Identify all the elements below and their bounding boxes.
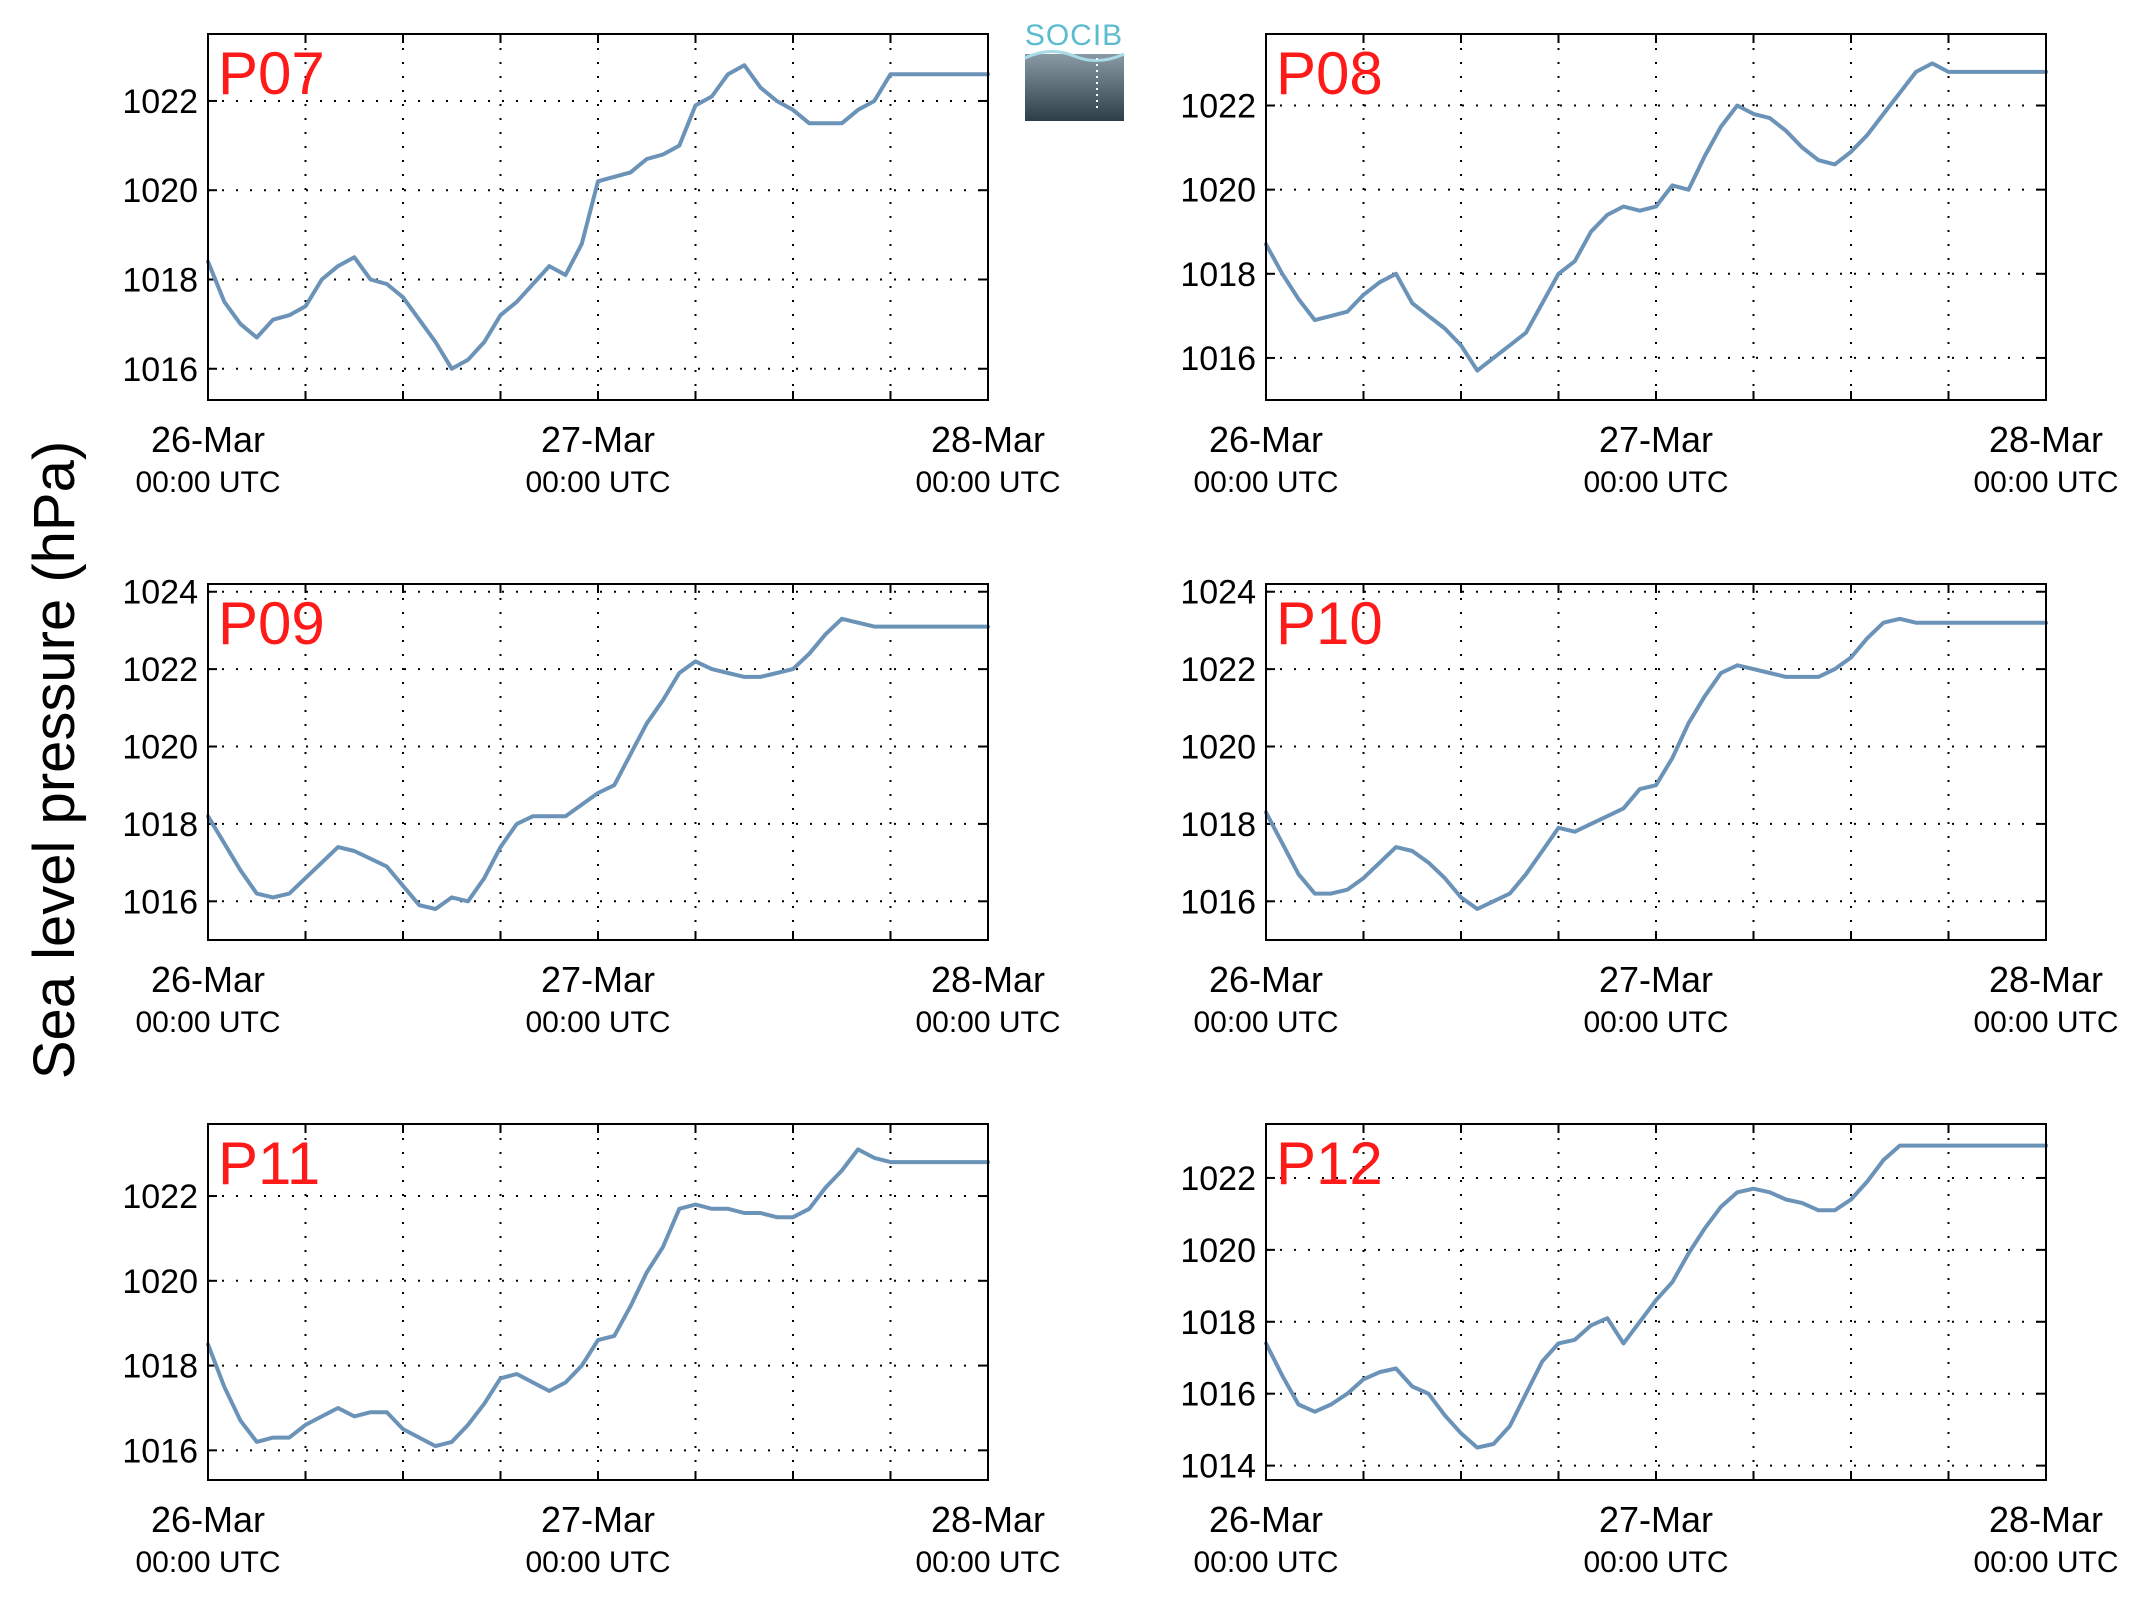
y-tick-label: 1020 [1180,1232,1256,1270]
x-tick-time-label: 00:00 UTC [1583,466,1728,499]
y-tick-label: 1018 [122,261,198,299]
y-tick-label: 1020 [122,729,198,767]
x-tick-date-label: 28-Mar [1989,1499,2103,1540]
x-tick-time-label: 00:00 UTC [525,1546,670,1579]
x-tick-date-label: 27-Mar [541,1499,655,1540]
logo-text: SOCIB [1025,19,1123,52]
x-tick-date-label: 28-Mar [931,1499,1045,1540]
x-tick-time-label: 00:00 UTC [1973,466,2118,499]
x-tick-time-label: 00:00 UTC [915,1546,1060,1579]
panel-p10: 1016 1018 1020 1022 1024 P10 26-Mar 00:00 UTC 27… [1180,574,2118,1039]
x-tick-time-label: 00:00 UTC [915,1006,1060,1039]
panel-label: P07 [218,40,325,107]
y-tick-label: 1020 [1180,729,1256,767]
panel-p08: 1016 1018 1020 1022 P08 26-Mar 00:00 UTC 27-Mar… [1180,33,2119,499]
series-line [1264,1143,2048,1450]
x-tick-date-label: 28-Mar [1989,959,2103,1000]
plot-frame [1265,1123,2047,1481]
y-tick-label: 1024 [122,574,198,612]
x-tick-date-label: 27-Mar [1599,419,1713,460]
x-tick-time-label: 00:00 UTC [1193,466,1338,499]
x-tick-date-label: 26-Mar [1209,1499,1323,1540]
y-tick-label: 1016 [122,1432,198,1470]
y-tick-label: 1016 [122,351,198,389]
x-tick-date-label: 27-Mar [1599,1499,1713,1540]
x-tick-date-label: 26-Mar [1209,419,1323,460]
panel-p09: 1016 1018 1020 1022 1024 P09 26-Mar 00:00 UTC 27… [122,574,1060,1039]
x-tick-time-label: 00:00 UTC [525,466,670,499]
y-tick-label: 1022 [122,1178,198,1216]
panel-label: P11 [218,1130,320,1197]
x-tick-date-label: 27-Mar [541,419,655,460]
series-line [1264,61,2048,373]
y-tick-label: 1018 [1180,806,1256,844]
y-tick-label: 1018 [122,806,198,844]
panel-label: P08 [1276,40,1383,107]
y-tick-label: 1020 [1180,172,1256,210]
logo-wave [1024,50,1125,62]
series-line [1264,616,2048,911]
plot-frame [207,33,989,401]
x-tick-date-label: 26-Mar [151,1499,265,1540]
y-tick-label: 1020 [122,172,198,210]
plot-frame [207,1123,989,1481]
plot-frame [207,583,989,941]
plot-frame [1265,583,2047,941]
x-tick-time-label: 00:00 UTC [1583,1546,1728,1579]
x-tick-date-label: 27-Mar [541,959,655,1000]
x-tick-date-label: 26-Mar [1209,959,1323,1000]
panel-label: P12 [1276,1130,1383,1197]
y-tick-label: 1024 [1180,574,1256,612]
y-tick-label: 1018 [1180,1304,1256,1342]
series-line [206,616,990,911]
y-tick-label: 1016 [122,883,198,921]
panel-label: P09 [218,590,325,657]
series-line [206,1147,990,1449]
y-tick-label: 1016 [1180,1376,1256,1414]
x-tick-date-label: 28-Mar [931,959,1045,1000]
x-tick-time-label: 00:00 UTC [525,1006,670,1039]
plot-frame [1265,33,2047,401]
x-tick-time-label: 00:00 UTC [135,1546,280,1579]
x-tick-date-label: 26-Mar [151,959,265,1000]
y-tick-label: 1018 [1180,256,1256,294]
panel-label: P10 [1276,590,1383,657]
panel-p07: 1016 1018 1020 1022 P07 26-Mar 00:00 UTC 27-Mar… [122,33,1061,499]
plot-area [208,584,988,940]
y-axis-label: Sea level pressure (hPa) [22,441,87,1079]
x-tick-date-label: 28-Mar [1989,419,2103,460]
x-tick-time-label: 00:00 UTC [1583,1006,1728,1039]
x-tick-time-label: 00:00 UTC [1193,1546,1338,1579]
logo-block [1025,54,1124,121]
y-tick-label: 1016 [1180,883,1256,921]
y-tick-label: 1022 [1180,88,1256,126]
socib-logo: SOCIB [1024,19,1125,121]
y-tick-label: 1020 [122,1263,198,1301]
x-tick-time-label: 00:00 UTC [1193,1006,1338,1039]
x-tick-time-label: 00:00 UTC [915,466,1060,499]
panel-p11: 1016 1018 1020 1022 P11 26-Mar 00:00 UTC 27-Mar… [122,1123,1061,1579]
y-tick-label: 1018 [122,1348,198,1386]
y-tick-label: 1022 [122,83,198,121]
y-tick-label: 1022 [1180,651,1256,689]
y-tick-label: 1016 [1180,340,1256,378]
x-tick-time-label: 00:00 UTC [135,1006,280,1039]
plot-area [1266,584,2046,940]
x-tick-time-label: 00:00 UTC [1973,1546,2118,1579]
series-line [206,63,990,371]
x-tick-date-label: 26-Mar [151,419,265,460]
x-tick-time-label: 00:00 UTC [135,466,280,499]
y-tick-label: 1014 [1180,1448,1256,1486]
y-tick-label: 1022 [1180,1160,1256,1198]
y-tick-label: 1022 [122,651,198,689]
plot-area [208,1124,988,1480]
x-tick-time-label: 00:00 UTC [1973,1006,2118,1039]
x-tick-date-label: 27-Mar [1599,959,1713,1000]
x-tick-date-label: 28-Mar [931,419,1045,460]
panel-p12: 1014 1016 1018 1020 1022 P12 26-Mar 00:00 UTC 27… [1180,1123,2119,1579]
